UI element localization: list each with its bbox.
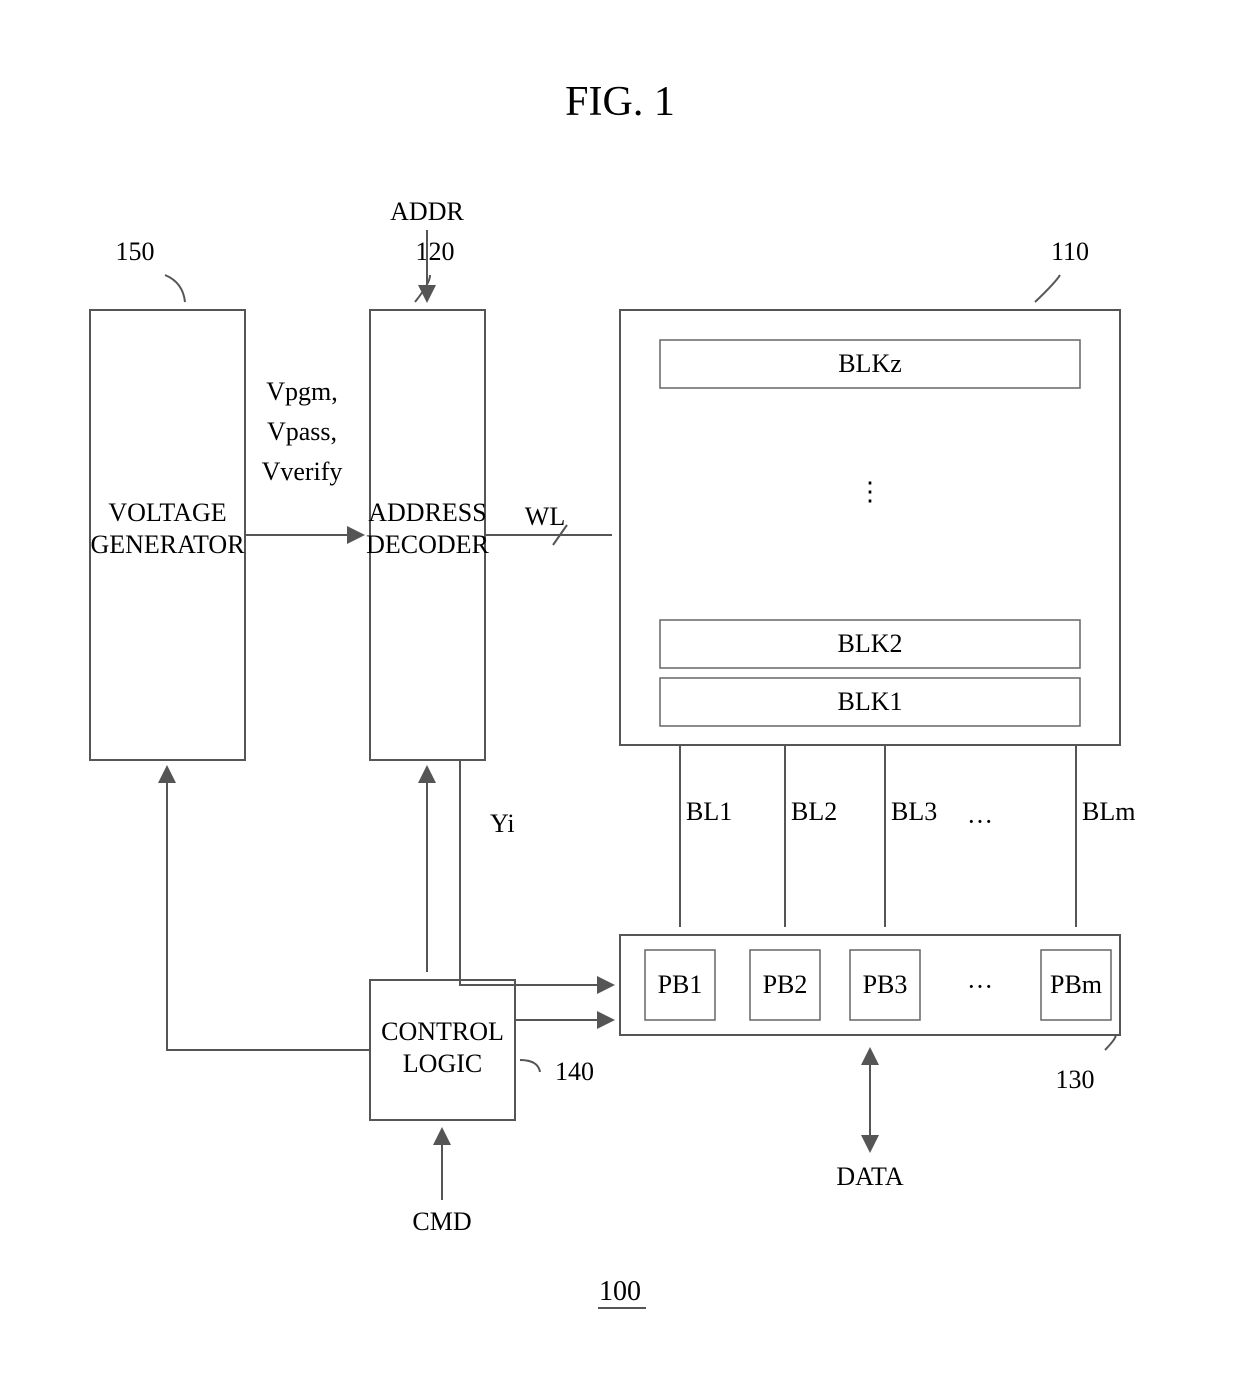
bitline-group: BL1 BL2 BL3 BLm (680, 745, 1135, 927)
diagram-canvas: FIG. 1 VOLTAGE GENERATOR ADDRESS DECODER… (0, 0, 1240, 1378)
control-logic-block: CONTROL LOGIC (370, 980, 515, 1120)
bl-dots: ··· (967, 807, 993, 836)
control-logic-label-2: LOGIC (403, 1049, 482, 1078)
memory-array-block: BLKz BLK2 BLK1 ⋮ (620, 310, 1120, 745)
svg-text:150: 150 (116, 237, 155, 266)
bitline-label: BLm (1082, 797, 1135, 826)
blk2-label: BLK2 (838, 629, 903, 658)
ref-150: 150 (116, 237, 186, 302)
bitline-label: BL3 (891, 797, 937, 826)
page-buffer-label: PB2 (763, 970, 808, 999)
wl-label: WL (525, 502, 565, 531)
yi-arrow (460, 760, 612, 985)
vpass-label: Vpass, (267, 417, 337, 446)
ref-110: 110 (1035, 237, 1089, 302)
addr-label: ADDR (390, 197, 464, 226)
address-decoder-block: ADDRESS DECODER (366, 310, 489, 760)
page-buffer-label: PB3 (863, 970, 908, 999)
cmd-label: CMD (412, 1207, 471, 1236)
page-buffer-boxes: PB1 PB2 PB3 PBm (645, 950, 1111, 1020)
control-logic-label-1: CONTROL (381, 1017, 504, 1046)
ref-130: 130 (1056, 1035, 1116, 1094)
svg-text:140: 140 (555, 1057, 594, 1086)
figure-title: FIG. 1 (565, 79, 675, 125)
svg-text:120: 120 (416, 237, 455, 266)
data-label: DATA (836, 1162, 903, 1191)
page-buffer-label: PB1 (658, 970, 703, 999)
bitline-label: BL2 (791, 797, 837, 826)
vverify-label: Vverify (262, 457, 343, 486)
voltage-generator-block: VOLTAGE GENERATOR (90, 310, 245, 760)
ctrl-to-vg-arrow (167, 768, 370, 1050)
svg-text:130: 130 (1056, 1065, 1095, 1094)
yi-label: Yi (490, 809, 515, 838)
pb-dots: ··· (967, 972, 993, 1001)
ref-140: 140 (520, 1057, 594, 1086)
svg-text:110: 110 (1051, 237, 1089, 266)
ref-100: 100 (599, 1276, 641, 1307)
mem-vdots: ⋮ (857, 477, 883, 506)
voltage-generator-label-2: GENERATOR (90, 530, 245, 559)
blkz-label: BLKz (838, 349, 902, 378)
address-decoder-label-2: DECODER (366, 530, 489, 559)
address-decoder-label-1: ADDRESS (368, 498, 486, 527)
page-buffer-label: PBm (1050, 970, 1102, 999)
bitline-label: BL1 (686, 797, 732, 826)
blk1-label: BLK1 (838, 687, 903, 716)
voltage-generator-label-1: VOLTAGE (108, 498, 226, 527)
vpgm-label: Vpgm, (266, 377, 338, 406)
ref-120: 120 (415, 237, 455, 302)
